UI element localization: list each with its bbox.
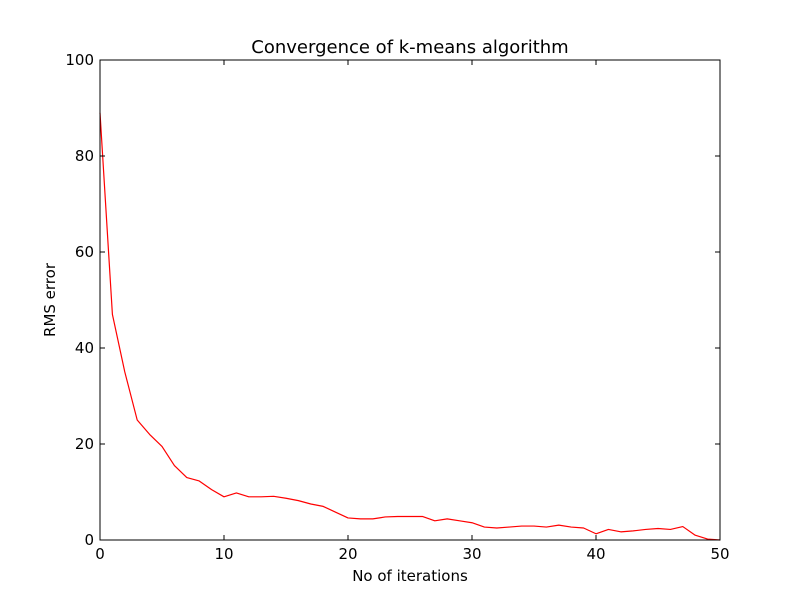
y-tick-label: 60 <box>75 243 94 261</box>
y-tick-label: 80 <box>75 147 94 165</box>
chart-title: Convergence of k-means algorithm <box>251 37 568 58</box>
series-line-0 <box>99 112 721 541</box>
x-tick-label: 10 <box>214 545 233 563</box>
x-axis-label: No of iterations <box>352 567 468 585</box>
y-tick-label: 40 <box>75 339 94 357</box>
x-tick-label: 20 <box>338 545 357 563</box>
y-tick-label: 0 <box>84 531 94 549</box>
y-tick-label: 100 <box>65 51 94 69</box>
x-tick-label: 30 <box>462 545 481 563</box>
ticks-layer: 0 10 20 30 40 50 0 20 40 60 80 100 <box>65 51 729 563</box>
x-tick-label: 40 <box>586 545 605 563</box>
plot-frame <box>99 59 721 541</box>
y-tick-label: 20 <box>75 435 94 453</box>
y-axis-label: RMS error <box>41 262 59 337</box>
x-tick-label: 50 <box>710 545 729 563</box>
plot-layer <box>99 112 721 541</box>
x-tick-label: 0 <box>95 545 105 563</box>
